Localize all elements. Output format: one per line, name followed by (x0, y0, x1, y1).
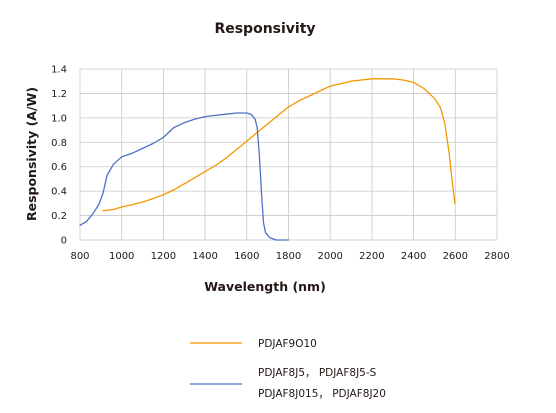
y-axis-ticks: 0 0.2 0.4 0.6 0.8 1.0 1.2 1.4 (51, 65, 67, 247)
x-tick-label: 2600 (443, 251, 468, 262)
y-tick-label: 0.2 (51, 211, 67, 222)
x-tick-label: 1400 (192, 251, 217, 262)
x-tick-label: 1000 (109, 251, 134, 262)
y-tick-label: 1.0 (51, 113, 67, 124)
y-tick-label: 0.8 (51, 138, 67, 149)
legend-label-pdjaf8j5: PDJAF8J5， PDJAF8J5-S (258, 367, 377, 379)
x-tick-label: 2000 (317, 251, 342, 262)
x-tick-label: 2200 (359, 251, 384, 262)
chart-title: Responsivity (214, 21, 315, 37)
x-tick-label: 2400 (401, 251, 426, 262)
y-axis-title: Responsivity (A/W) (24, 87, 39, 221)
x-axis-title: Wavelength (nm) (204, 279, 326, 294)
legend-label-pdjaf8j015: PDJAF8J015， PDJAF8J20 (258, 388, 386, 400)
series-line-pdjaf8j5 (79, 112, 290, 241)
x-tick-label: 800 (70, 251, 89, 262)
legend-label-pdjaf9o10: PDJAF9O10 (258, 338, 317, 350)
y-tick-label: 0.4 (51, 187, 67, 198)
series-lines (79, 78, 456, 241)
x-tick-label: 1200 (151, 251, 176, 262)
x-tick-label: 1800 (276, 251, 301, 262)
grid (79, 68, 498, 241)
x-tick-label: 2800 (484, 251, 509, 262)
x-tick-label: 1600 (234, 251, 259, 262)
y-tick-label: 1.2 (51, 89, 67, 100)
y-tick-label: 0.6 (51, 162, 67, 173)
legend: PDJAF9O10 PDJAF8J5， PDJAF8J5-S PDJAF8J01… (190, 338, 386, 400)
y-tick-label: 1.4 (51, 65, 67, 76)
x-axis-ticks: 800 1000 1200 1400 1600 1800 2000 2200 2400 2600 2… (70, 251, 509, 262)
y-tick-label: 0 (61, 236, 67, 247)
series-line-pdjaf9o10 (102, 78, 456, 212)
